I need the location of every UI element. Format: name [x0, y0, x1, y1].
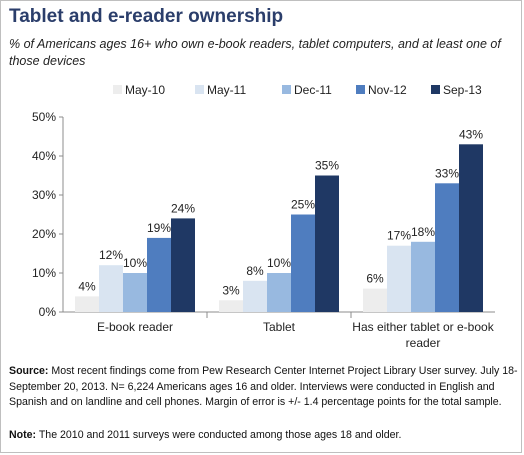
- bar: [171, 218, 195, 312]
- note-text: The 2010 and 2011 surveys were conducted…: [36, 429, 402, 441]
- bar: [387, 245, 411, 312]
- data-label: 19%: [147, 221, 171, 235]
- data-label: 4%: [78, 279, 96, 293]
- source-note: Source: Most recent findings come from P…: [9, 364, 519, 411]
- data-label: 6%: [366, 272, 384, 286]
- chart-title: Tablet and e-reader ownership: [9, 6, 284, 27]
- legend-label: May-11: [207, 83, 246, 97]
- bar: [123, 273, 147, 312]
- bar: [99, 265, 123, 312]
- x-tick-label: E-book reader: [97, 320, 173, 334]
- data-label: 12%: [99, 248, 123, 262]
- legend-swatch: [113, 85, 122, 94]
- data-label: 3%: [222, 283, 240, 297]
- bar: [147, 237, 171, 312]
- legend-label: Sep-13: [443, 83, 482, 97]
- y-tick-label: 40%: [32, 149, 56, 163]
- legend-swatch: [356, 85, 365, 94]
- data-label: 35%: [315, 159, 339, 173]
- data-label: 25%: [291, 198, 315, 212]
- bar: [267, 273, 291, 312]
- data-label: 10%: [123, 256, 147, 270]
- bar: [363, 288, 387, 312]
- x-tick-label: Has either tablet or e-book reader: [352, 320, 494, 350]
- note-label: Note:: [9, 429, 37, 441]
- y-tick-label: 50%: [32, 110, 56, 124]
- data-label: 8%: [246, 264, 264, 278]
- chart-subtitle: % of Americans ages 16+ who own e-book r…: [9, 37, 501, 68]
- legend-swatch: [195, 85, 204, 94]
- y-tick-label: 0%: [39, 305, 57, 319]
- bar: [75, 296, 99, 312]
- y-tick-label: 10%: [32, 266, 56, 280]
- data-label: 24%: [171, 201, 195, 215]
- x-tick-label: Tablet: [263, 320, 296, 334]
- data-label: 43%: [459, 127, 483, 141]
- data-label: 17%: [387, 229, 411, 243]
- data-label: 18%: [411, 225, 435, 239]
- source-text: Most recent findings come from Pew Resea…: [9, 365, 518, 408]
- data-label: 33%: [435, 166, 459, 180]
- bar: [411, 241, 435, 312]
- legend-label: May-10: [125, 83, 165, 97]
- legend-label: Dec-11: [294, 83, 332, 97]
- y-tick-label: 30%: [32, 188, 56, 202]
- legend-swatch: [431, 85, 440, 94]
- legend-label: Nov-12: [368, 83, 407, 97]
- bar: [219, 300, 243, 312]
- data-label: 10%: [267, 256, 291, 270]
- source-label: Source:: [9, 365, 49, 377]
- y-tick-label: 20%: [32, 227, 56, 241]
- legend-swatch: [282, 85, 291, 94]
- bar: [459, 144, 483, 312]
- bar: [291, 214, 315, 312]
- bar: [243, 280, 267, 312]
- footnote: Note: The 2010 and 2011 surveys were con…: [9, 428, 519, 443]
- bar: [435, 183, 459, 312]
- bar: [315, 175, 339, 312]
- bar-chart: May-10 May-11 Dec-11 Nov-12 Sep-13 0% 10% 20% 30…: [32, 83, 495, 350]
